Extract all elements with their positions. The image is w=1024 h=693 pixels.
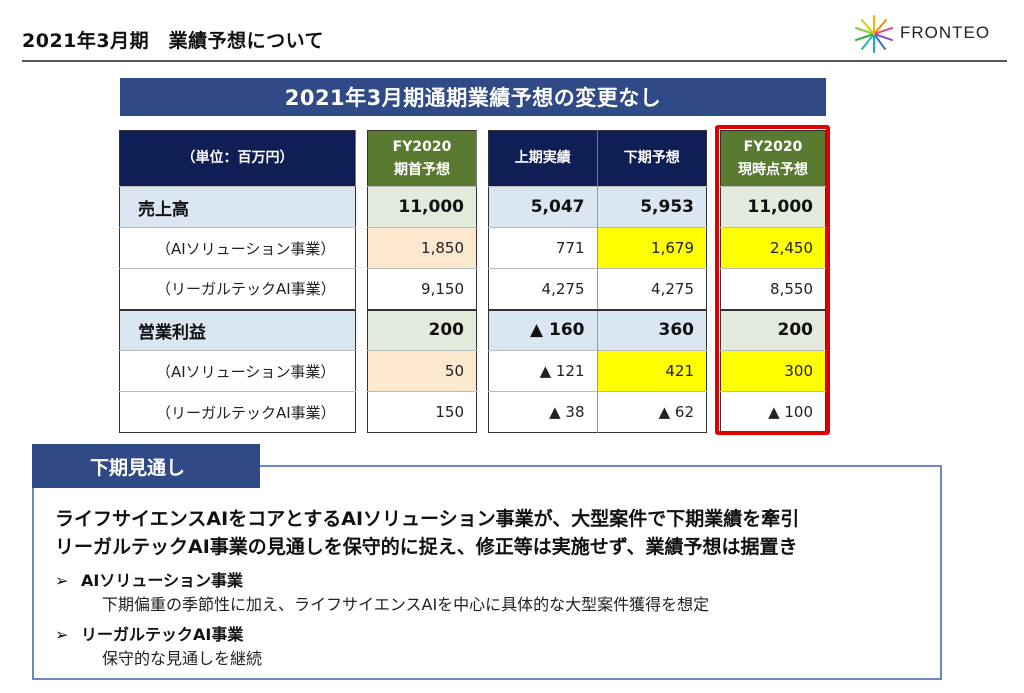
col-header-h2-forecast: 下期予想 [597, 130, 707, 187]
outlook-tab: 下期見通し [32, 444, 260, 488]
cell-value: 4,275 [488, 268, 598, 310]
cell-value: ▲ 160 [488, 308, 598, 351]
summary-banner: 2021年3月期通期業績予想の変更なし [120, 78, 826, 116]
starburst-logo-icon [855, 15, 893, 53]
arrow-bullet-icon: ➢ [55, 571, 69, 590]
row-label-operating-profit: 営業利益 [119, 308, 356, 351]
title-divider [22, 60, 1007, 62]
cell-value: 50 [367, 350, 477, 392]
cell-value: 11,000 [720, 186, 826, 228]
bullet-description: 保守的な見通しを継続 [102, 649, 263, 668]
cell-value: 150 [367, 391, 477, 433]
arrow-bullet-icon: ➢ [55, 625, 69, 644]
logo-text: FRONTEO [900, 23, 991, 42]
lead-line: ライフサイエンスAIをコアとするAIソリューション事業が、大型案件で下期業績を牽… [55, 508, 800, 530]
current-forecast-table: FY2020 現時点予想 11,000 2,450 8,550 200 300 … [720, 130, 826, 433]
cell-value: 200 [720, 308, 826, 351]
forecast-label-table: （単位：百万円） 売上高 （AIソリューション事業） （リーガルテックAI事業）… [119, 130, 356, 433]
bullet-title: リーガルテックAI事業 [81, 625, 244, 644]
fronteo-logo: FRONTEO [852, 14, 1017, 54]
row-label-sub: （AIソリューション事業） [119, 227, 356, 269]
bullet-title: AIソリューション事業 [81, 571, 244, 590]
outlook-box [32, 465, 942, 680]
cell-value: 771 [488, 227, 598, 269]
row-label-sub: （AIソリューション事業） [119, 350, 356, 392]
col-header-initial: FY2020 期首予想 [367, 130, 477, 187]
row-label-sales: 売上高 [119, 186, 356, 228]
bullet-item: ➢ AIソリューション事業 [55, 567, 243, 591]
cell-value: 1,679 [597, 227, 707, 269]
cell-value: ▲ 62 [597, 391, 707, 433]
cell-value: ▲ 121 [488, 350, 598, 392]
bullet-description: 下期偏重の季節性に加え、ライフサイエンスAIを中心に具体的な大型案件獲得を想定 [102, 595, 710, 614]
cell-value: 1,850 [367, 227, 477, 269]
cell-value: ▲ 38 [488, 391, 598, 433]
cell-value: 5,047 [488, 186, 598, 228]
lead-line: リーガルテックAI事業の見通しを保守的に捉え、修正等は実施せず、業績予想は据置き [55, 536, 798, 558]
cell-value: 300 [720, 350, 826, 392]
row-label-sub: （リーガルテックAI事業） [119, 268, 356, 310]
bullet-item: ➢ リーガルテックAI事業 [55, 621, 243, 645]
cell-value: 200 [367, 308, 477, 351]
cell-value: 9,150 [367, 268, 477, 310]
unit-header: （単位：百万円） [119, 130, 356, 187]
cell-value: ▲ 100 [720, 391, 826, 433]
row-label-sub: （リーガルテックAI事業） [119, 391, 356, 433]
cell-value: 5,953 [597, 186, 707, 228]
page-title: 2021年3月期 業績予想について [22, 30, 325, 52]
initial-forecast-table: FY2020 期首予想 11,000 1,850 9,150 200 50 15… [367, 130, 477, 433]
highlight-frame [715, 125, 830, 435]
cell-value: 4,275 [597, 268, 707, 310]
half-year-table: 上期実績 下期予想 5,047 5,953 771 1,679 4,275 4,… [488, 130, 707, 433]
cell-value: 421 [597, 350, 707, 392]
cell-value: 2,450 [720, 227, 826, 269]
cell-value: 360 [597, 308, 707, 351]
col-header-h1-actual: 上期実績 [488, 130, 598, 187]
cell-value: 11,000 [367, 186, 477, 228]
col-header-current: FY2020 現時点予想 [720, 130, 826, 187]
outlook-lead: ライフサイエンスAIをコアとするAIソリューション事業が、大型案件で下期業績を牽… [55, 505, 935, 561]
cell-value: 8,550 [720, 268, 826, 310]
